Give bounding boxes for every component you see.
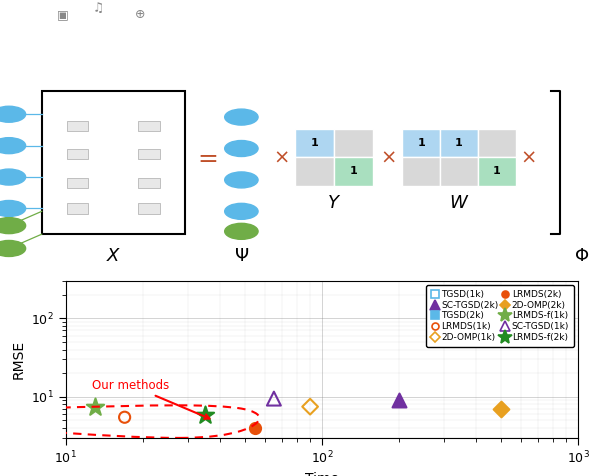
Circle shape: [0, 240, 26, 257]
Point: [394, 397, 403, 404]
Text: ▣: ▣: [57, 8, 69, 21]
Bar: [42, 91, 185, 234]
Circle shape: [225, 172, 258, 188]
Circle shape: [0, 218, 26, 234]
X-axis label: Time: Time: [305, 472, 339, 476]
Text: 1: 1: [311, 138, 318, 148]
Bar: [402, 129, 440, 157]
Circle shape: [225, 203, 258, 219]
Text: ♫: ♫: [93, 2, 104, 15]
Circle shape: [225, 109, 258, 125]
Y-axis label: RMSE: RMSE: [11, 340, 26, 379]
Bar: [138, 178, 160, 188]
Text: ⊕: ⊕: [135, 8, 145, 21]
Bar: [334, 157, 372, 186]
Bar: [440, 157, 478, 186]
Bar: [67, 203, 88, 214]
Bar: [67, 178, 88, 188]
Text: $\Phi$: $\Phi$: [573, 247, 589, 265]
Bar: [440, 129, 478, 157]
Point: [200, 412, 210, 419]
Bar: [402, 157, 440, 186]
Point: [250, 424, 260, 432]
Point: [305, 403, 315, 410]
Bar: [478, 129, 516, 157]
Text: 1: 1: [455, 138, 463, 148]
Text: $W$: $W$: [449, 194, 469, 212]
Text: 1: 1: [417, 138, 425, 148]
Circle shape: [225, 223, 258, 239]
Bar: [295, 157, 334, 186]
Bar: [67, 120, 88, 131]
Circle shape: [0, 200, 26, 217]
Bar: [334, 129, 372, 157]
Point: [496, 405, 506, 413]
Bar: [478, 157, 516, 186]
Circle shape: [0, 106, 26, 122]
Text: $Y$: $Y$: [327, 194, 341, 212]
Point: [90, 403, 100, 410]
Text: 1: 1: [493, 166, 501, 177]
Bar: [295, 129, 334, 157]
Bar: [67, 149, 88, 159]
Text: 1: 1: [349, 166, 357, 177]
Point: [496, 335, 506, 343]
Circle shape: [0, 169, 26, 185]
Point: [496, 291, 506, 298]
Bar: [138, 149, 160, 159]
Circle shape: [0, 138, 26, 154]
Circle shape: [225, 140, 258, 157]
Text: Our methods: Our methods: [92, 379, 209, 419]
Point: [269, 395, 279, 402]
Text: $=$: $=$: [193, 145, 218, 169]
Text: $\times$: $\times$: [274, 148, 289, 167]
Text: $\times$: $\times$: [520, 148, 535, 167]
Text: (a)  2D low rank coding for user-product data: (a) 2D low rank coding for user-product …: [157, 294, 439, 307]
Point: [120, 414, 129, 421]
Bar: [138, 203, 160, 214]
Bar: [138, 120, 160, 131]
Text: $X$: $X$: [105, 247, 121, 265]
Legend: TGSD(1k), SC-TGSD(2k), TGSD(2k), LRMDS(1k), 2D-OMP(1k), LRMDS(2k), 2D-OMP(2k), L: TGSD(1k), SC-TGSD(2k), TGSD(2k), LRMDS(1…: [427, 285, 573, 347]
Text: $\Psi$: $\Psi$: [234, 247, 249, 265]
Text: $\times$: $\times$: [380, 148, 395, 167]
